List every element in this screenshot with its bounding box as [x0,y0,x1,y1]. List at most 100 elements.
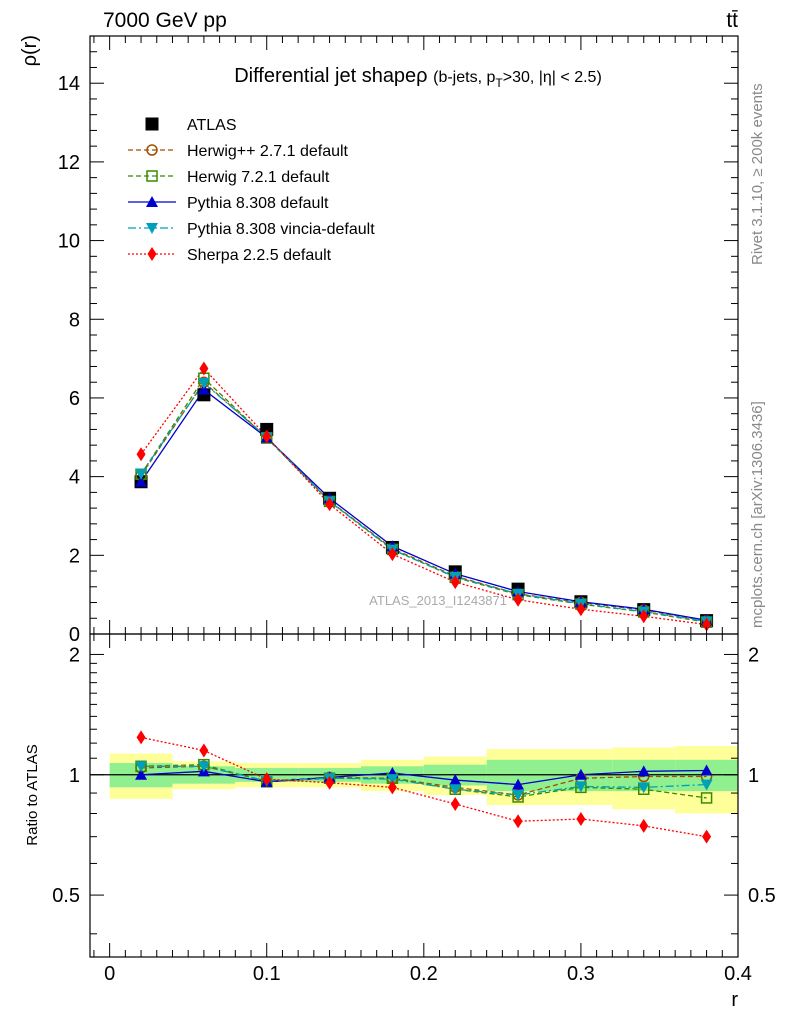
y-tick-label: 10 [58,231,80,253]
series-5-point [199,361,209,376]
series-3-ratio-point [512,778,525,790]
series-4-ratio-point [386,774,399,786]
ratio-plot-frame [89,633,739,958]
legend: ATLAS Herwig++ 2.7.1 default Herwig 7.2.1 … [128,117,375,264]
series-5-line [140,367,707,626]
series-5-ratio-point [639,818,649,833]
legend-entry: Herwig++ 2.7.1 default [128,143,349,160]
legend-label: Herwig 7.2.1 default [187,169,330,186]
ratio-tick-label-right: 1 [748,765,759,787]
series-5-ratio-point [199,743,209,758]
legend-entry: Pythia 8.308 vincia-default [128,221,375,238]
series-2-ratio-point [700,792,713,804]
series-4-ratio-point [574,781,587,793]
y-tick-label: 12 [58,152,80,174]
series-5-point [387,547,397,562]
series-3-point [135,475,148,487]
ratio-tick-label-left: 1 [69,765,80,787]
legend-entry: Herwig 7.2.1 default [128,169,330,186]
legend-marker [146,170,158,182]
series-3-line [140,388,707,621]
series-3-ratio-point [637,765,650,777]
legend-label: ATLAS [187,117,237,134]
legend-entry: ATLAS [145,117,237,134]
series-4-ratio-point [512,789,525,801]
series-4-ratio-line [141,765,707,796]
x-tick-label: 0.4 [724,963,752,985]
series-4-ratio-point [637,782,650,794]
legend-entry: Sherpa 2.2.5 default [128,247,332,264]
series-4-ratio-point [449,784,462,796]
y-tick-label: 2 [69,545,80,567]
legend-entry: Pythia 8.308 default [128,195,329,212]
legend-marker [145,117,159,131]
legend-marker [146,144,158,156]
y-tick-label: 14 [58,73,80,95]
legend-label: Pythia 8.308 default [187,195,329,212]
series-4-ratio-point [700,779,713,791]
series-5-point [450,575,460,590]
series-2-line [140,377,707,623]
x-tick-label: 0.2 [410,963,438,985]
series-3-ratio-point [449,774,462,786]
header-energy: 7000 GeV pp [103,9,227,32]
series-5-ratio-point [387,780,397,795]
series-5-ratio-point [576,812,586,827]
legend-label: Herwig++ 2.7.1 default [187,143,349,160]
ratio-tick-label-left: 0.5 [52,885,80,907]
y-tick-label: 4 [69,467,80,489]
x-tick-label: 0 [104,963,115,985]
series-4-ratio-point [135,761,148,773]
series-4-line [140,382,707,623]
ratio-tick-label-right: 2 [748,644,759,666]
y-axis-label: ρ(r) [19,35,41,66]
series-lines [140,367,707,838]
mcplots-label: mcplots.cern.ch [arXiv:1306.3436] [749,401,766,628]
series-5-point [513,592,523,607]
ratio-tick-label-right: 0.5 [748,885,776,907]
series-5-ratio-point [702,829,712,844]
legend-marker [146,223,158,234]
ratio-tick-label-left: 2 [69,644,80,666]
legend-label: Pythia 8.308 vincia-default [187,221,375,238]
series-3-point [197,383,210,395]
series-4-point [135,468,148,480]
series-2-ratio-line [141,763,707,799]
series-4-point [197,377,210,389]
series-5-ratio-point [513,814,523,829]
legend-marker [146,196,158,207]
axes [89,35,739,958]
chart-title: Differential jet shapeρ (b-jets, pT>30, … [234,65,602,90]
legend-label: Sherpa 2.2.5 default [187,247,332,264]
series-5-point [702,617,712,632]
series-3-ratio-point [700,764,713,776]
legend-marker [147,247,157,261]
series-3-ratio-point [574,768,587,780]
series-5-ratio-point [450,797,460,812]
series-3-ratio-point [135,768,148,780]
series-5-ratio-point [136,730,146,745]
header-process: tt̄ [726,9,738,32]
x-axis-label: r [731,989,738,1011]
y-tick-label: 8 [69,309,80,331]
series-markers [134,361,714,844]
series-1-line [140,381,707,622]
series-5-point [639,609,649,624]
y-tick-label: 0 [69,624,80,646]
series-5-ratio-point [325,775,335,790]
series-4-ratio-point [197,761,210,773]
series-1-ratio-line [141,765,707,796]
series-3-ratio-line [141,769,707,786]
ratio-y-axis-label: Ratio to ATLAS [24,744,41,845]
series-5-ratio-point [262,772,272,787]
rivet-version-label: Rivet 3.1.10, ≥ 200k events [749,83,766,265]
series-5-point [262,429,272,444]
analysis-watermark: ATLAS_2013_I1243871 [369,593,507,608]
series-5-point [136,447,146,462]
series-5-point [576,602,586,617]
x-tick-label: 0.3 [567,963,595,985]
x-tick-label: 0.1 [253,963,281,985]
y-tick-label: 6 [69,388,80,410]
